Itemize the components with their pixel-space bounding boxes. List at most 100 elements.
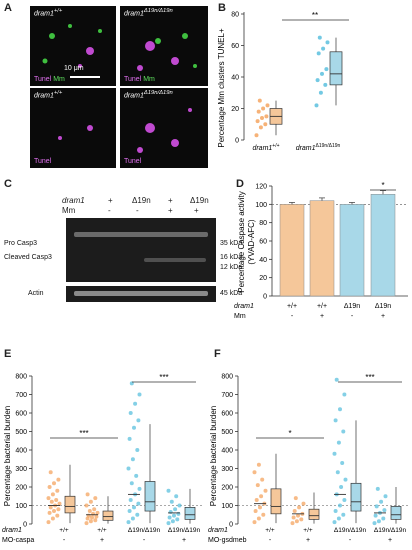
data-point	[335, 470, 340, 475]
data-point	[87, 509, 92, 514]
data-point	[136, 501, 141, 506]
bar	[279, 204, 305, 297]
data-point	[333, 509, 338, 514]
row-label-mo: MO-caspa	[2, 537, 34, 544]
x-label-mm: +	[320, 313, 324, 320]
x-label-mo: +	[306, 537, 310, 544]
data-point	[315, 78, 320, 83]
x-label-dram1: Δ19n/Δ19n	[168, 527, 201, 534]
data-point	[256, 462, 261, 467]
data-point	[137, 392, 142, 397]
row-label-mm: Mm	[234, 313, 246, 320]
panel-f-chart: Percentage bacterial burden 0 100 200 300 40…	[208, 373, 410, 544]
data-point	[86, 513, 91, 518]
data-point	[372, 521, 377, 526]
lane-4-mm: +	[194, 206, 199, 215]
data-point	[314, 103, 319, 108]
data-point	[333, 418, 338, 423]
data-point	[296, 513, 300, 518]
lane-1-genotype: +	[108, 196, 113, 205]
data-point	[176, 511, 181, 516]
data-point	[52, 509, 56, 514]
y-tick-label: 0	[263, 294, 267, 301]
data-point	[93, 518, 98, 523]
micrograph-title: dram1Δ19n/Δ19n	[124, 8, 173, 18]
y-tick-label: 80	[231, 12, 239, 19]
micrograph-title: dram1+/+	[34, 90, 63, 100]
data-point	[381, 516, 386, 521]
data-point	[135, 448, 140, 452]
data-point	[265, 103, 270, 108]
data-point	[316, 51, 321, 56]
data-point	[46, 520, 51, 525]
y-axis-label-line1: Percentage Caspase activity	[237, 191, 246, 292]
bar	[370, 194, 396, 297]
y-tick-label: 60	[231, 43, 239, 50]
micrograph-signal	[58, 125, 93, 140]
data-point	[252, 470, 257, 475]
panel-d-chart: Percentage Caspase activity (YVAD-AFC) 0…	[234, 181, 408, 320]
lane-3-mm: +	[168, 206, 173, 215]
data-point	[134, 473, 139, 478]
header-row-mm-label: Mm	[62, 206, 76, 215]
data-point	[177, 503, 182, 508]
data-point	[323, 82, 328, 87]
lane-2-mm: -	[136, 206, 139, 215]
y-tick-label: 0	[235, 138, 239, 145]
data-point	[136, 418, 141, 423]
x-label-dram1: +/+	[97, 527, 107, 534]
y-tick-label: 100	[221, 503, 233, 510]
lane-1-mm: -	[108, 206, 111, 215]
band-label-pro-casp3: Pro Casp3	[4, 240, 38, 247]
data-point	[84, 503, 89, 508]
x-label-dram1: Δ19n/Δ19n	[374, 527, 407, 534]
y-tick-label: 300	[15, 466, 27, 473]
micrograph-signal	[42, 24, 102, 68]
box	[270, 488, 282, 515]
data-point	[332, 451, 337, 456]
x-label-dram1: Δ19n	[375, 303, 391, 310]
data-point	[174, 494, 179, 499]
micrograph-mutant-tunel: dram1Δ19n/Δ19n Tunel	[120, 88, 208, 168]
data-point	[320, 71, 324, 76]
data-point	[46, 496, 51, 501]
y-tick-label: 600	[221, 411, 233, 418]
data-point	[133, 401, 138, 406]
x-label-mo: -	[63, 537, 66, 544]
micrograph-title: dram1+/+	[34, 8, 63, 18]
data-point	[321, 46, 326, 51]
panel-e-letter: E	[4, 348, 12, 360]
data-point	[56, 477, 61, 482]
data-point	[254, 133, 259, 138]
y-tick-label: 100	[255, 202, 267, 209]
significance-label: **	[312, 11, 318, 20]
data-point	[341, 512, 346, 517]
data-point	[93, 496, 98, 501]
scale-bar-label: 10 μm	[64, 65, 84, 72]
x-label-dram1: +/+	[59, 527, 69, 534]
data-point	[340, 460, 345, 465]
data-point	[255, 119, 260, 124]
data-point	[48, 505, 53, 510]
y-axis-label: Percentage Mm clusters TUNEL+	[217, 28, 226, 148]
data-point	[126, 520, 131, 525]
data-point	[375, 486, 380, 491]
row-label-dram1: dram1	[2, 527, 22, 534]
data-point	[263, 488, 268, 493]
panel-c-letter: C	[4, 178, 12, 190]
significance-label-left: *	[288, 429, 291, 438]
data-point	[336, 440, 341, 445]
data-point	[376, 519, 381, 524]
data-point	[324, 67, 329, 72]
data-point	[94, 514, 99, 519]
micrograph-mutant-merged: dram1Δ19n/Δ19n Tunel Mm	[120, 6, 208, 86]
y-tick-label: 300	[221, 466, 233, 473]
y-tick-label: 400	[15, 448, 27, 455]
data-point	[126, 466, 131, 471]
x-label-mm: +	[381, 313, 385, 320]
y-tick-label: 600	[15, 411, 27, 418]
micrograph-wt-merged: dram1+/+ Tunel Mm	[30, 6, 116, 86]
micrograph-signal	[137, 33, 197, 71]
data-point	[50, 516, 55, 521]
data-point	[175, 517, 180, 522]
